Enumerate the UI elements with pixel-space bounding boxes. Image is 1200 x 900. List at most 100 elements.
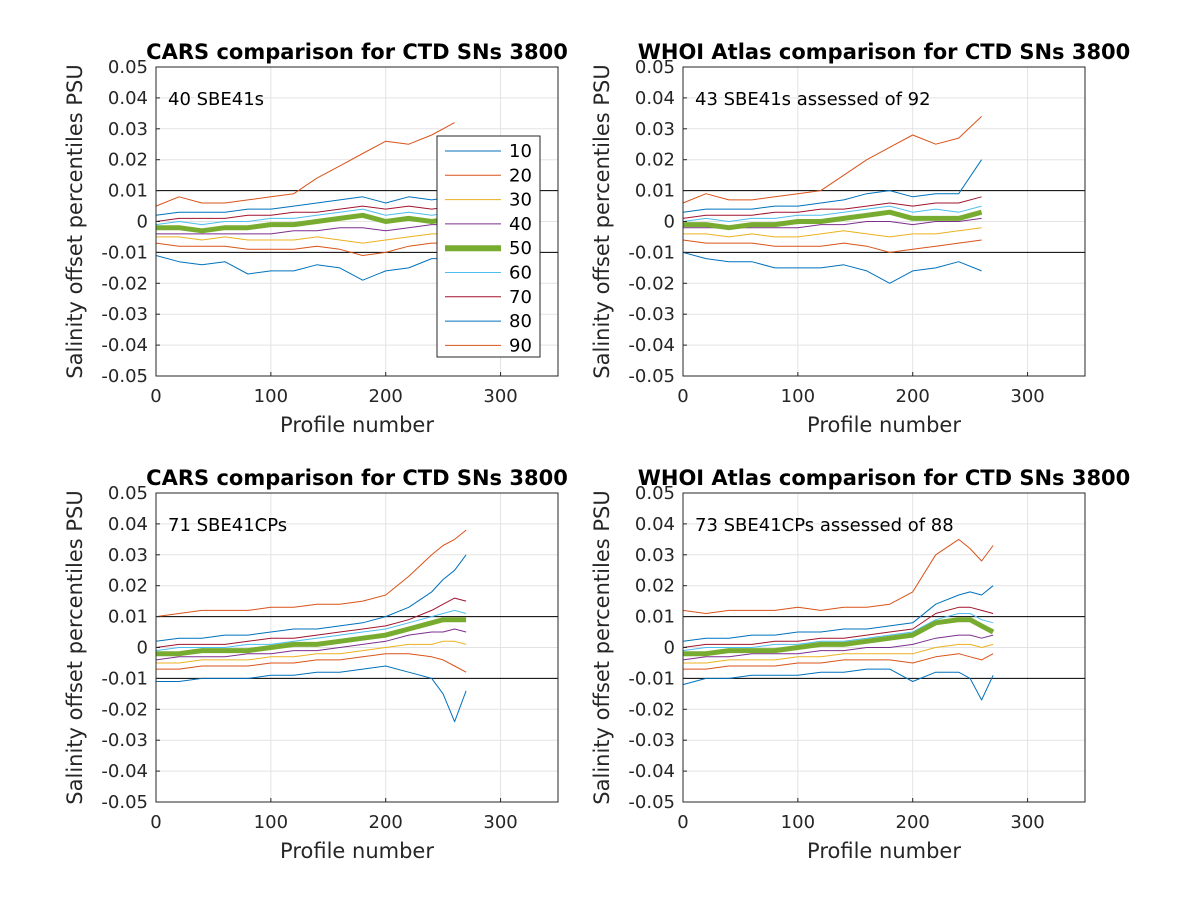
y-tick-label: -0.03 — [628, 730, 675, 751]
series-line-p20 — [155, 242, 455, 256]
y-tick-label: 0.04 — [635, 514, 675, 535]
y-tick-label: -0.05 — [628, 792, 675, 813]
y-tick-label: -0.02 — [101, 699, 148, 720]
y-tick-label: -0.04 — [628, 335, 675, 356]
x-tick-label: 200 — [896, 812, 930, 833]
series-line-p10 — [682, 251, 982, 284]
y-tick-label: -0.02 — [628, 273, 675, 294]
chart-title: WHOI Atlas comparison for CTD SNs 3800 — [638, 40, 1131, 64]
series-line-p30 — [156, 640, 467, 664]
series-line-p90 — [682, 116, 982, 204]
y-tick-label: 0.01 — [108, 607, 148, 628]
x-tick-label: 300 — [483, 386, 517, 407]
series-line-p20 — [683, 653, 994, 670]
series-line-p80 — [155, 554, 467, 642]
y-tick-label: 0.05 — [108, 57, 148, 78]
series-line-p10 — [156, 665, 467, 723]
series-line-p40 — [682, 634, 994, 661]
y-tick-label: -0.05 — [628, 366, 675, 387]
y-tick-label: 0.04 — [108, 514, 148, 535]
y-tick-label: 0.02 — [108, 150, 148, 171]
series-line-p70 — [155, 597, 467, 648]
y-tick-label: 0.04 — [635, 88, 675, 109]
y-tick-label: 0.03 — [108, 545, 148, 566]
y-tick-label: 0 — [664, 212, 675, 233]
series-line-p10 — [155, 255, 455, 281]
series-line-p30 — [683, 643, 994, 664]
y-tick-label: 0.01 — [108, 181, 148, 202]
legend-label-p80: 80 — [509, 311, 532, 332]
x-tick-label: 300 — [1010, 386, 1044, 407]
series-line-p80 — [682, 585, 994, 642]
series-line-p30 — [683, 227, 982, 238]
legend-label-p50: 50 — [509, 238, 532, 259]
y-tick-label: -0.04 — [101, 335, 148, 356]
series-line-p80 — [155, 196, 455, 216]
x-tick-label: 200 — [369, 812, 403, 833]
y-tick-label: 0.02 — [108, 576, 148, 597]
series-line-p90 — [155, 122, 455, 207]
series-line-p10 — [682, 668, 994, 701]
chart-panel-3: 0 100 200 300 -0.05 -0.04 -0.03 -0.02 -0.01 0 0.01… — [63, 466, 568, 863]
legend-label-p70: 70 — [509, 287, 532, 308]
legend-label-p60: 60 — [509, 263, 532, 284]
legend: 10 20 30 40 50 60 70 80 90 — [436, 135, 541, 358]
y-tick-label: -0.03 — [628, 304, 675, 325]
series-line-p20 — [682, 239, 982, 253]
y-tick-label: -0.01 — [101, 668, 148, 689]
legend-label-p90: 90 — [509, 335, 532, 356]
legend-label-p30: 30 — [509, 190, 532, 211]
x-tick-label: 0 — [150, 812, 161, 833]
y-tick-label: 0.01 — [635, 181, 675, 202]
x-axis-label: Profile number — [280, 413, 434, 437]
y-tick-label: -0.02 — [101, 273, 148, 294]
y-axis-label: Salinity offset percentiles PSU — [590, 490, 614, 804]
series-line-p90 — [155, 529, 467, 618]
legend-label-p10: 10 — [509, 141, 532, 162]
annotation-text: 73 SBE41CPs assessed of 88 — [695, 515, 954, 536]
chart-panel-4: 0 100 200 300 -0.05 -0.04 -0.03 -0.02 -0.01 0 0.01… — [590, 466, 1130, 863]
y-tick-label: 0 — [137, 638, 148, 659]
series-line-p40 — [156, 224, 455, 235]
series-line-p80 — [682, 159, 983, 213]
y-tick-label: 0.02 — [635, 150, 675, 171]
y-tick-label: 0.05 — [108, 483, 148, 504]
chart-title: CARS comparison for CTD SNs 3800 — [146, 466, 568, 490]
y-axis-label: Salinity offset percentiles PSU — [590, 64, 614, 378]
chart-title: WHOI Atlas comparison for CTD SNs 3800 — [638, 466, 1131, 490]
chart-panel-2: 0 100 200 300 -0.05 -0.04 -0.03 -0.02 -0.01 0 0.01… — [590, 40, 1130, 437]
y-tick-label: 0.03 — [635, 119, 675, 140]
y-tick-label: -0.03 — [101, 304, 148, 325]
chart-panel-1: 0 100 200 300 -0.05 -0.04 -0.03 -0.02 -0.01 0 0.01… — [63, 40, 568, 437]
series-line-p60 — [155, 609, 467, 652]
y-tick-label: 0 — [664, 638, 675, 659]
x-tick-label: 100 — [781, 386, 815, 407]
y-tick-label: 0.01 — [635, 607, 675, 628]
series-line-p30 — [156, 233, 455, 244]
series-line-p50 — [156, 617, 467, 657]
y-axis-label: Salinity offset percentiles PSU — [63, 490, 87, 804]
y-axis-label: Salinity offset percentiles PSU — [63, 64, 87, 378]
y-tick-label: 0.02 — [635, 576, 675, 597]
series-line-p60 — [682, 613, 994, 652]
y-tick-label: -0.01 — [628, 668, 675, 689]
y-tick-label: -0.04 — [101, 761, 148, 782]
y-tick-label: 0.03 — [108, 119, 148, 140]
series-line-p70 — [682, 196, 982, 219]
annotation-text: 43 SBE41s assessed of 92 — [695, 89, 931, 110]
x-tick-label: 0 — [677, 812, 688, 833]
x-tick-label: 100 — [254, 812, 288, 833]
x-tick-label: 100 — [781, 812, 815, 833]
series-line-p70 — [155, 205, 455, 222]
x-axis-label: Profile number — [807, 839, 961, 863]
y-tick-label: -0.01 — [101, 242, 148, 263]
annotation-text: 40 SBE41s — [168, 89, 264, 110]
legend-label-p40: 40 — [509, 214, 532, 235]
series-line-p90 — [682, 538, 994, 614]
series-line-p50 — [683, 209, 983, 231]
y-tick-label: -0.05 — [101, 366, 148, 387]
y-tick-label: 0.04 — [108, 88, 148, 109]
series-line-p70 — [682, 606, 994, 648]
y-tick-label: 0.05 — [635, 57, 675, 78]
